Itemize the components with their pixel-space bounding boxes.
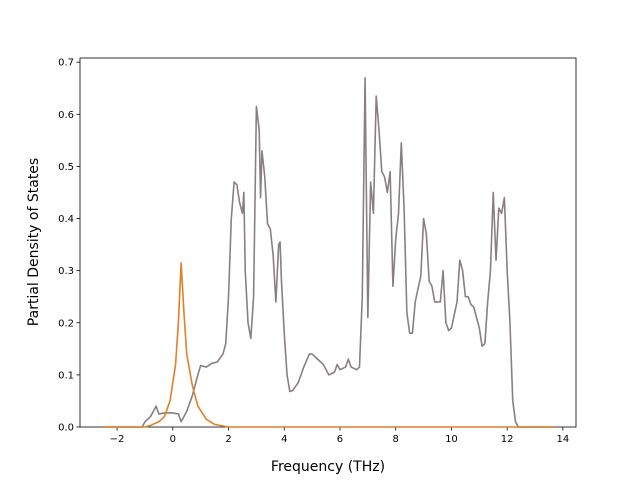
x-tick-label: 12	[501, 434, 514, 445]
y-axis-label: Partial Density of States	[26, 158, 42, 326]
x-tick-label: 8	[393, 434, 399, 445]
series-line	[103, 77, 555, 428]
y-tick-label: 0.0	[58, 423, 74, 434]
x-tick-label: 4	[281, 434, 287, 445]
series-line	[103, 262, 555, 428]
x-axis-label: Frequency (THz)	[271, 459, 385, 475]
x-tick-label: −2	[110, 434, 125, 445]
y-tick-label: 0.5	[58, 162, 74, 173]
y-tick-label: 0.3	[58, 266, 74, 277]
y-tick-label: 0.7	[58, 58, 74, 69]
y-tick-label: 0.2	[58, 318, 74, 329]
y-tick-label: 0.6	[58, 110, 74, 121]
x-tick-label: 2	[225, 434, 231, 445]
y-tick-label: 0.1	[58, 370, 74, 381]
x-tick-label: 0	[170, 434, 176, 445]
x-tick-label: 14	[557, 434, 570, 445]
x-tick-label: 10	[445, 434, 458, 445]
y-tick-label: 0.4	[58, 214, 74, 225]
x-tick-label: 6	[337, 434, 343, 445]
